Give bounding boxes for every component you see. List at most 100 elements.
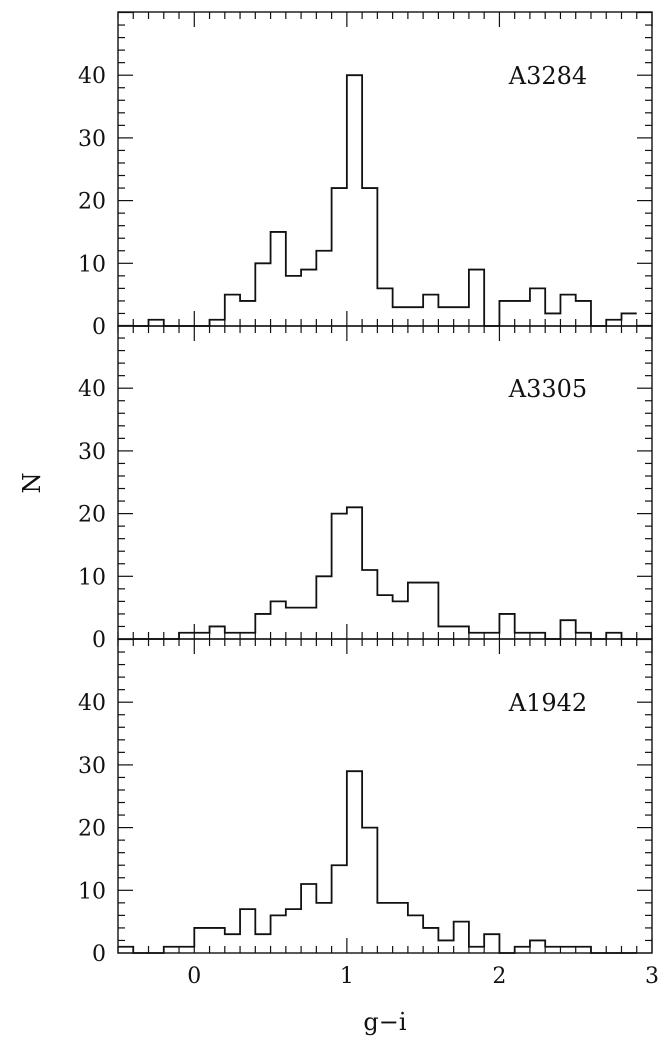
y-tick-label: 20 (78, 817, 106, 842)
histogram-bin (271, 601, 286, 639)
histogram-bin (149, 320, 164, 326)
y-tick-label: 30 (78, 754, 106, 779)
histogram-bin (484, 934, 499, 953)
histogram-bin (576, 947, 591, 953)
histogram-bin (255, 263, 270, 326)
y-tick-label: 20 (78, 190, 106, 215)
panel-frame (117, 638, 653, 954)
y-tick-label: 10 (78, 879, 106, 904)
histogram-bin (301, 270, 316, 326)
y-tick-label: 30 (78, 127, 106, 152)
histogram-bin (377, 903, 392, 953)
x-tick-label: 3 (645, 964, 659, 989)
panel-frame (117, 11, 653, 327)
histogram-bin (179, 633, 194, 639)
histogram-bin (118, 947, 133, 953)
x-tick-label: 1 (340, 964, 354, 989)
histogram-bin (164, 947, 179, 953)
histogram-bin (210, 320, 225, 326)
histogram-bin (316, 251, 331, 326)
histogram-bin (301, 608, 316, 639)
histogram-bin (225, 295, 240, 326)
histogram-bin (545, 313, 560, 326)
panel-frame (117, 325, 653, 640)
histogram-bin (240, 633, 255, 639)
histogram-bin (210, 928, 225, 953)
histogram-bin (545, 947, 560, 953)
histogram-bin (286, 608, 301, 639)
histogram-bin (347, 75, 362, 326)
histogram-bin (316, 903, 331, 953)
histogram-bin (255, 934, 270, 953)
histogram-bin (332, 865, 347, 953)
histogram-bin (362, 570, 377, 639)
histogram-bin (347, 771, 362, 953)
histogram-bin (499, 614, 514, 639)
histogram-bin (606, 320, 621, 326)
histogram-bin (423, 295, 438, 326)
histogram-bin (210, 626, 225, 639)
histogram-bin (469, 633, 484, 639)
histogram-bin (530, 288, 545, 326)
histogram-bin (408, 583, 423, 639)
histogram-bin (515, 301, 530, 326)
y-tick-label: 0 (92, 942, 106, 967)
histogram-bin (438, 626, 453, 639)
histogram-bin (576, 301, 591, 326)
y-tick-label: 40 (78, 64, 106, 89)
histogram-bin (515, 947, 530, 953)
histogram-bin (286, 276, 301, 326)
histogram-bin (179, 947, 194, 953)
histogram-bin (377, 288, 392, 326)
histogram-bin (469, 270, 484, 326)
histogram-outline (133, 506, 637, 640)
histogram-bin (560, 947, 575, 953)
x-tick-label: 2 (492, 964, 506, 989)
histogram-bin (530, 940, 545, 953)
histogram-bin (332, 514, 347, 639)
panel-label: A3305 (508, 375, 587, 403)
histogram-bin (362, 188, 377, 326)
y-axis-label: N (18, 473, 46, 494)
histogram-bin (194, 928, 209, 953)
y-tick-label: 40 (78, 691, 106, 716)
histogram-bin (347, 507, 362, 639)
histogram-bin (423, 583, 438, 639)
histogram-bin (469, 947, 484, 953)
panel-label: A3284 (508, 62, 587, 90)
histogram-bin (301, 884, 316, 953)
panel-a3305: 0 10 20 30 40 A3305 (78, 324, 653, 653)
histogram-bin (515, 633, 530, 639)
y-tick-label: 0 (92, 315, 106, 340)
histogram-bin (240, 909, 255, 953)
histogram-bin (362, 828, 377, 953)
histogram-bin (530, 633, 545, 639)
panel-a1942: 0 10 20 30 40 A1942 0 1 2 3 (78, 638, 659, 989)
histogram-bin (499, 301, 514, 326)
histogram-bin (194, 633, 209, 639)
x-axis-label: g−i (363, 1008, 406, 1036)
y-tick-label: 0 (92, 628, 106, 653)
histogram-bin (408, 915, 423, 953)
histogram-bin (438, 940, 453, 953)
histogram-bin (240, 301, 255, 326)
histogram-bin (332, 188, 347, 326)
histogram-bin (316, 576, 331, 639)
histogram-bin (606, 633, 621, 639)
histogram-bin (560, 295, 575, 326)
histogram-outline (118, 770, 637, 954)
histogram-bin (393, 307, 408, 326)
histogram-bin (286, 909, 301, 953)
y-tick-label: 40 (78, 377, 106, 402)
histogram-bin (408, 307, 423, 326)
y-tick-label: 10 (78, 565, 106, 590)
y-tick-label: 10 (78, 252, 106, 277)
histogram-bin (484, 633, 499, 639)
histogram-bin (454, 307, 469, 326)
panel-label: A1942 (508, 689, 587, 717)
histogram-bin (225, 633, 240, 639)
panel-a3284: 0 10 20 30 40 A3284 (78, 11, 653, 340)
y-tick-label: 30 (78, 440, 106, 465)
histogram-bin (393, 903, 408, 953)
